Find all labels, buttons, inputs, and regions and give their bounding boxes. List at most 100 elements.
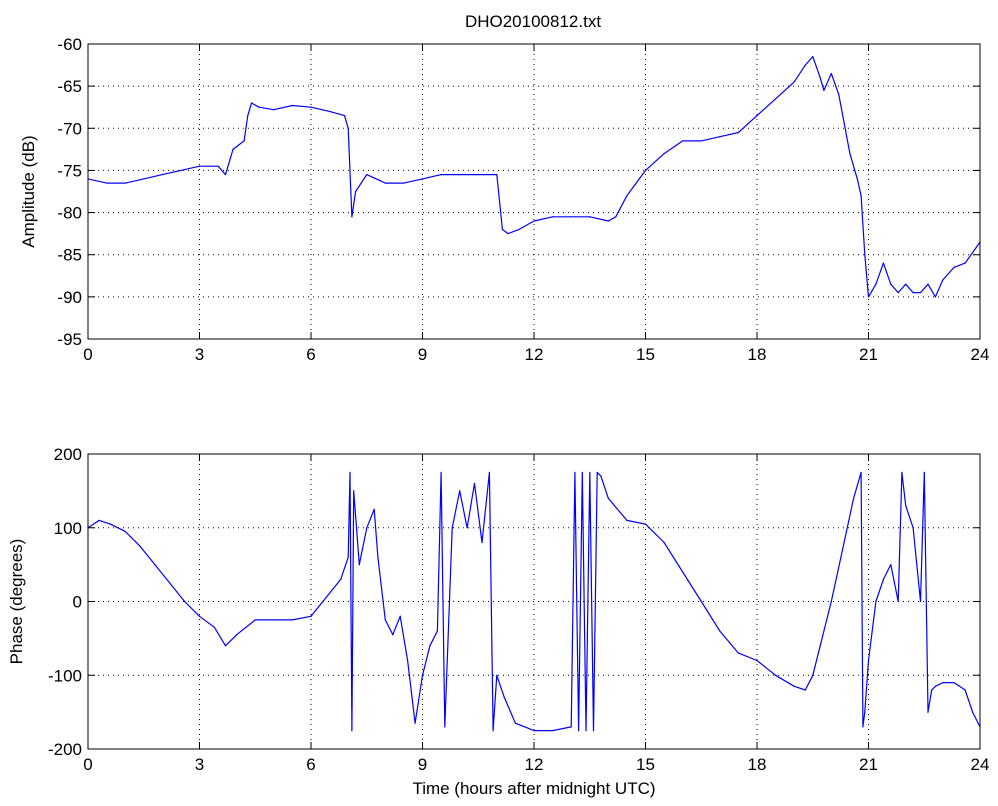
data-point xyxy=(161,174,163,176)
data-point xyxy=(942,279,944,281)
data-point xyxy=(247,115,249,117)
data-point xyxy=(570,216,572,218)
x-axis-label: Time (hours after midnight UTC) xyxy=(412,779,655,798)
x-tick-label: 0 xyxy=(83,345,92,364)
data-point xyxy=(897,292,899,294)
y-axis-label: Amplitude (dB) xyxy=(19,135,38,247)
y-axis-label: Phase (degrees) xyxy=(7,539,26,665)
x-tick-label: 3 xyxy=(195,345,204,364)
data-point xyxy=(232,148,234,150)
data-point xyxy=(830,600,832,603)
data-point xyxy=(254,619,256,621)
data-point xyxy=(607,220,609,222)
data-point xyxy=(570,726,572,728)
data-point xyxy=(905,505,907,507)
x-tick-label: 15 xyxy=(636,755,655,774)
data-point xyxy=(366,174,368,176)
data-point xyxy=(841,549,844,551)
data-point xyxy=(626,519,628,521)
data-point xyxy=(154,564,156,566)
data-point xyxy=(551,216,554,218)
data-point xyxy=(310,106,312,108)
data-point xyxy=(774,98,777,100)
data-point xyxy=(901,471,903,474)
data-point xyxy=(919,600,922,603)
x-tick-label: 18 xyxy=(748,755,767,774)
data-point xyxy=(355,190,357,193)
data-point xyxy=(682,140,684,142)
data-point xyxy=(682,571,684,573)
data-point xyxy=(912,292,914,294)
data-point xyxy=(864,254,866,256)
data-point xyxy=(373,508,375,510)
data-point xyxy=(581,471,583,474)
y-tick-label: -75 xyxy=(57,161,82,180)
y-tick-label: -200 xyxy=(48,740,82,759)
data-point xyxy=(325,597,327,599)
x-tick-label: 15 xyxy=(636,345,655,364)
data-point xyxy=(533,220,535,222)
x-tick-label: 12 xyxy=(525,345,544,364)
data-point xyxy=(897,600,899,603)
data-point xyxy=(578,729,580,732)
data-point xyxy=(481,541,483,544)
data-point xyxy=(953,266,955,268)
y-tick-label: 200 xyxy=(54,445,82,464)
y-tick-label: -95 xyxy=(57,330,82,349)
data-point xyxy=(488,471,490,474)
x-tick-label: 21 xyxy=(859,755,878,774)
data-point xyxy=(291,619,294,621)
data-point xyxy=(931,689,933,691)
data-point xyxy=(905,283,907,285)
x-tick-label: 6 xyxy=(306,755,315,774)
data-point xyxy=(507,233,509,235)
data-point xyxy=(756,115,758,117)
data-point xyxy=(407,659,409,662)
data-point xyxy=(615,216,617,218)
data-point xyxy=(98,519,100,521)
data-point xyxy=(399,615,401,617)
data-point xyxy=(882,262,884,264)
data-point xyxy=(700,140,702,142)
data-point xyxy=(496,174,498,176)
data-point xyxy=(793,81,795,83)
data-point xyxy=(867,659,870,662)
data-point xyxy=(310,615,312,617)
data-point xyxy=(328,110,331,113)
x-tick-label: 21 xyxy=(859,345,878,364)
phase-panel: 0 3 6 9 12 15 18 21 24 200 100 0 -100 -200 Phase (degr… xyxy=(7,445,989,798)
data-point xyxy=(291,104,294,107)
data-point xyxy=(812,674,814,676)
data-point xyxy=(198,165,201,167)
data-point xyxy=(923,471,925,474)
data-point xyxy=(444,726,446,728)
y-tick-label: -70 xyxy=(57,119,82,138)
x-tick-label: 9 xyxy=(418,345,427,364)
data-point xyxy=(919,292,922,294)
data-point xyxy=(514,722,517,724)
data-point xyxy=(971,711,974,713)
data-point xyxy=(366,527,368,529)
data-point xyxy=(853,497,855,499)
data-point xyxy=(459,174,461,176)
data-point xyxy=(198,615,201,617)
data-point xyxy=(607,497,609,499)
data-point xyxy=(804,689,806,691)
data-point xyxy=(496,674,498,676)
y-tick-label: 100 xyxy=(54,519,82,538)
data-point xyxy=(124,530,126,533)
data-point xyxy=(875,283,877,285)
x-tick-label: 3 xyxy=(195,755,204,774)
data-point xyxy=(440,174,442,176)
data-point xyxy=(719,136,721,138)
data-point xyxy=(459,490,461,492)
data-point xyxy=(819,645,821,647)
data-point xyxy=(273,109,275,111)
data-point xyxy=(258,106,260,108)
data-point xyxy=(109,523,111,525)
data-point xyxy=(890,564,892,566)
data-point xyxy=(862,726,864,728)
x-tick-label: 18 xyxy=(748,345,767,364)
data-point xyxy=(830,72,832,75)
